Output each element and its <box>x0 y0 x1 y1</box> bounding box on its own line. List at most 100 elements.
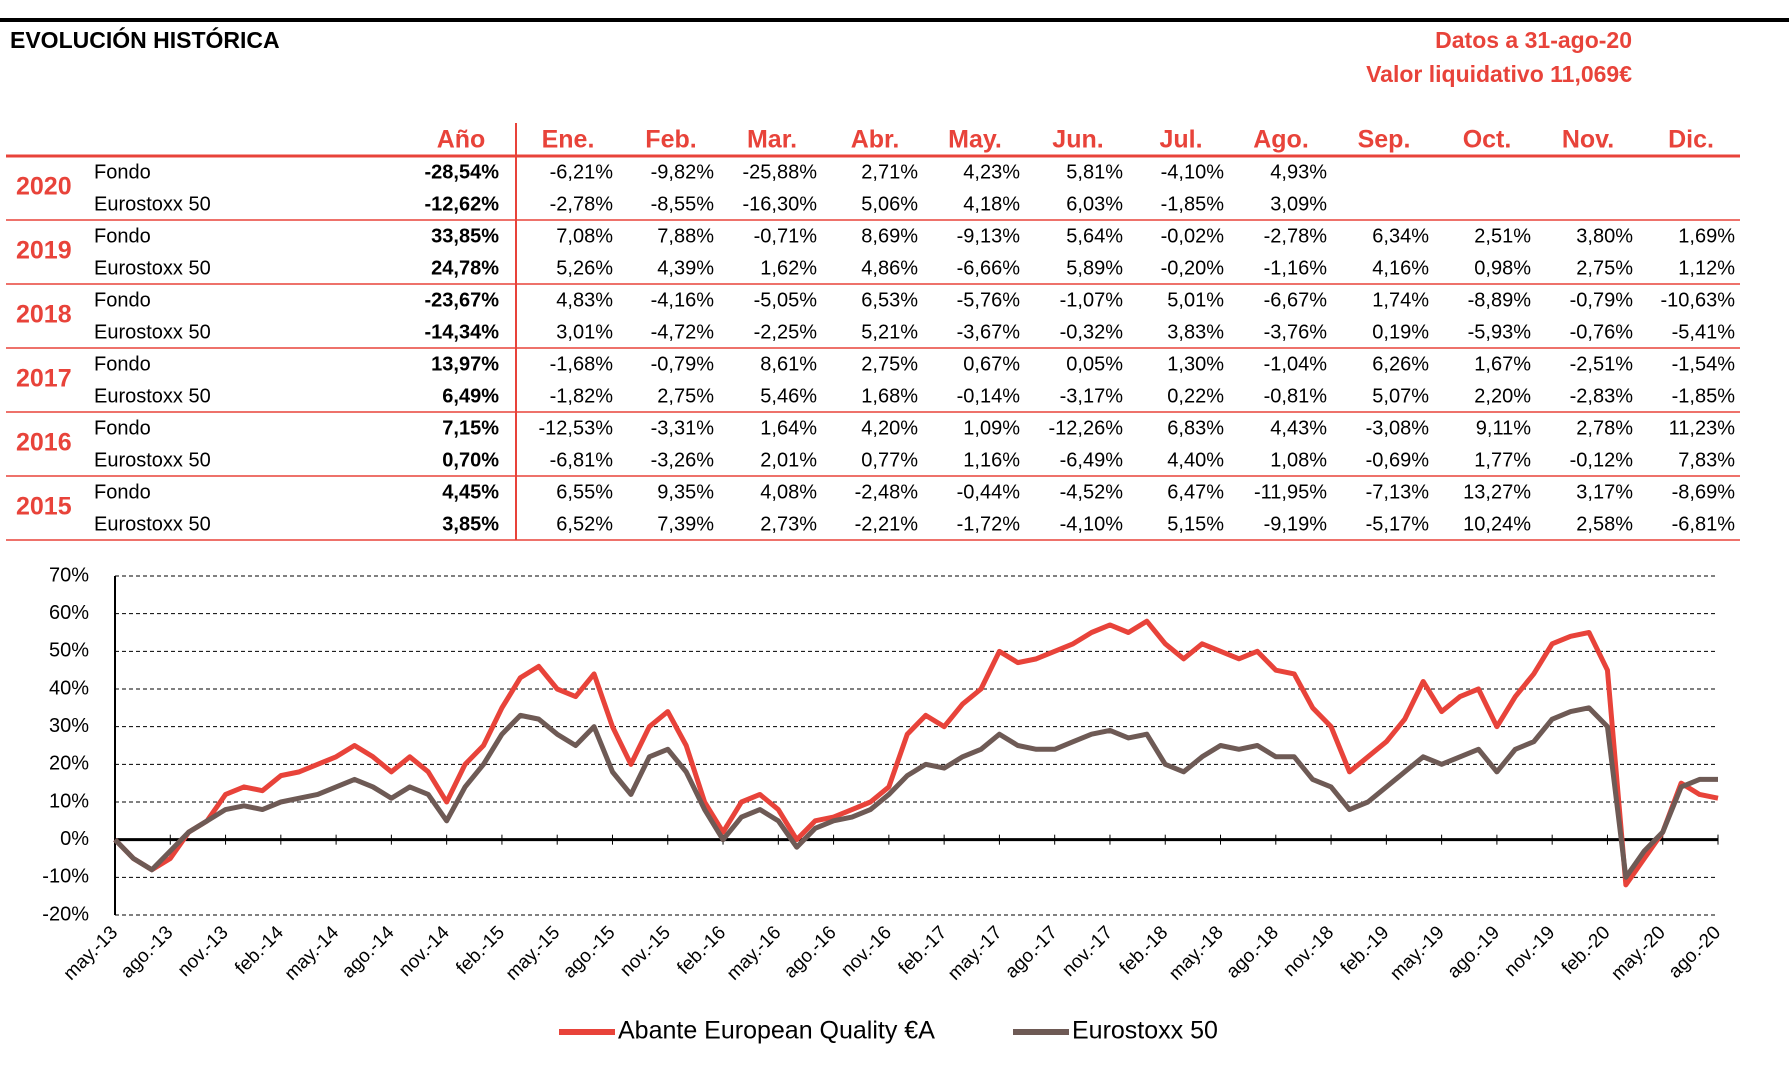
month-value: 4,39% <box>657 257 714 279</box>
month-value: 6,83% <box>1167 417 1224 439</box>
y-tick-label: 0% <box>60 828 89 850</box>
column-header: Abr. <box>851 126 900 154</box>
x-tick-label: feb.-16 <box>673 922 730 979</box>
year-total: 3,85% <box>442 513 499 535</box>
year-label: 2015 <box>16 493 72 521</box>
x-tick-label: nov.-19 <box>1501 922 1560 981</box>
row-name: Eurostoxx 50 <box>94 257 211 279</box>
date: Datos a 31-ago-20 <box>1435 27 1632 53</box>
column-header: May. <box>948 126 1002 154</box>
month-value: -0,32% <box>1060 321 1124 343</box>
legend-label: Abante European Quality €A <box>618 1017 935 1045</box>
year-label: 2019 <box>16 237 72 265</box>
year-total: 7,15% <box>442 417 499 439</box>
month-value: -1,85% <box>1161 193 1225 215</box>
row-name: Fondo <box>94 417 151 439</box>
month-value: 4,43% <box>1270 417 1327 439</box>
month-value: -12,53% <box>539 417 614 439</box>
month-value: 3,80% <box>1576 225 1633 247</box>
x-tick-label: feb.-15 <box>452 922 509 979</box>
month-value: 5,81% <box>1066 161 1123 183</box>
column-header: Jun. <box>1052 126 1103 154</box>
month-value: 4,16% <box>1372 257 1429 279</box>
month-value: -6,49% <box>1060 449 1124 471</box>
x-tick-label: feb.-18 <box>1116 922 1173 979</box>
x-tick-label: may.-16 <box>723 922 785 984</box>
year-total: -28,54% <box>425 161 500 183</box>
month-value: 9,11% <box>1476 417 1531 439</box>
y-tick-label: 10% <box>49 790 89 812</box>
month-value: 3,09% <box>1270 193 1327 215</box>
row-name: Eurostoxx 50 <box>94 385 211 407</box>
month-value: -9,82% <box>651 161 715 183</box>
column-header: Dic. <box>1668 126 1714 154</box>
column-header: Jul. <box>1159 126 1202 154</box>
column-header: Ene. <box>542 126 595 154</box>
month-value: 4,23% <box>963 161 1020 183</box>
x-tick-label: may.-14 <box>281 922 344 985</box>
nav: Valor liquidativo 11,069€ <box>1366 61 1632 87</box>
month-value: 4,40% <box>1167 449 1224 471</box>
month-value: -3,26% <box>651 449 715 471</box>
x-tick-label: may.-15 <box>502 922 564 984</box>
month-value: -16,30% <box>743 193 818 215</box>
year-total: 4,45% <box>442 481 499 503</box>
month-value: -6,81% <box>1672 513 1736 535</box>
month-value: -0,02% <box>1161 225 1225 247</box>
x-tick-label: feb.-17 <box>895 922 952 979</box>
column-header: Nov. <box>1562 126 1614 154</box>
month-value: 1,12% <box>1678 257 1735 279</box>
month-value: -3,67% <box>957 321 1021 343</box>
x-tick-label: feb.-19 <box>1337 922 1394 979</box>
month-value: 5,21% <box>861 321 918 343</box>
y-tick-label: 40% <box>49 677 89 699</box>
month-value: 2,58% <box>1576 513 1633 535</box>
month-value: 7,88% <box>657 225 714 247</box>
x-tick-label: nov.-13 <box>174 922 233 981</box>
month-value: 5,15% <box>1167 513 1224 535</box>
month-value: -0,76% <box>1570 321 1634 343</box>
month-value: 5,64% <box>1066 225 1123 247</box>
month-value: 3,83% <box>1167 321 1224 343</box>
x-tick-label: may.-20 <box>1607 922 1669 984</box>
month-value: 5,06% <box>861 193 918 215</box>
month-value: 9,35% <box>657 481 714 503</box>
x-tick-label: ago.-20 <box>1665 922 1725 982</box>
month-value: 5,26% <box>556 257 613 279</box>
month-value: -3,31% <box>651 417 715 439</box>
month-value: -0,44% <box>957 481 1021 503</box>
month-value: 5,07% <box>1372 385 1429 407</box>
month-value: 0,77% <box>861 449 918 471</box>
year-total: -12,62% <box>425 193 500 215</box>
month-value: 6,03% <box>1066 193 1123 215</box>
month-value: -1,85% <box>1672 385 1736 407</box>
month-value: 2,75% <box>1576 257 1633 279</box>
month-value: -6,67% <box>1264 289 1328 311</box>
month-value: 1,30% <box>1167 353 1224 375</box>
month-value: -0,79% <box>1570 289 1634 311</box>
x-tick-label: feb.-14 <box>231 922 288 979</box>
row-name: Fondo <box>94 481 151 503</box>
month-value: -1,54% <box>1672 353 1736 375</box>
month-value: 7,08% <box>556 225 613 247</box>
month-value: 6,52% <box>556 513 613 535</box>
month-value: 0,22% <box>1167 385 1224 407</box>
x-tick-label: nov.-17 <box>1058 922 1117 981</box>
month-value: 6,53% <box>861 289 918 311</box>
month-value: 0,05% <box>1066 353 1123 375</box>
x-tick-label: ago.-19 <box>1444 922 1504 982</box>
month-value: 2,75% <box>657 385 714 407</box>
month-value: -2,25% <box>754 321 818 343</box>
month-value: 7,39% <box>657 513 714 535</box>
month-value: 4,08% <box>760 481 817 503</box>
month-value: -1,72% <box>957 513 1021 535</box>
month-value: 2,73% <box>760 513 817 535</box>
month-value: 8,69% <box>861 225 918 247</box>
month-value: -4,10% <box>1161 161 1225 183</box>
month-value: 6,55% <box>556 481 613 503</box>
column-header: Año <box>437 126 486 154</box>
month-value: -1,04% <box>1264 353 1328 375</box>
y-tick-label: 20% <box>49 753 89 775</box>
x-tick-label: nov.-18 <box>1279 922 1338 981</box>
